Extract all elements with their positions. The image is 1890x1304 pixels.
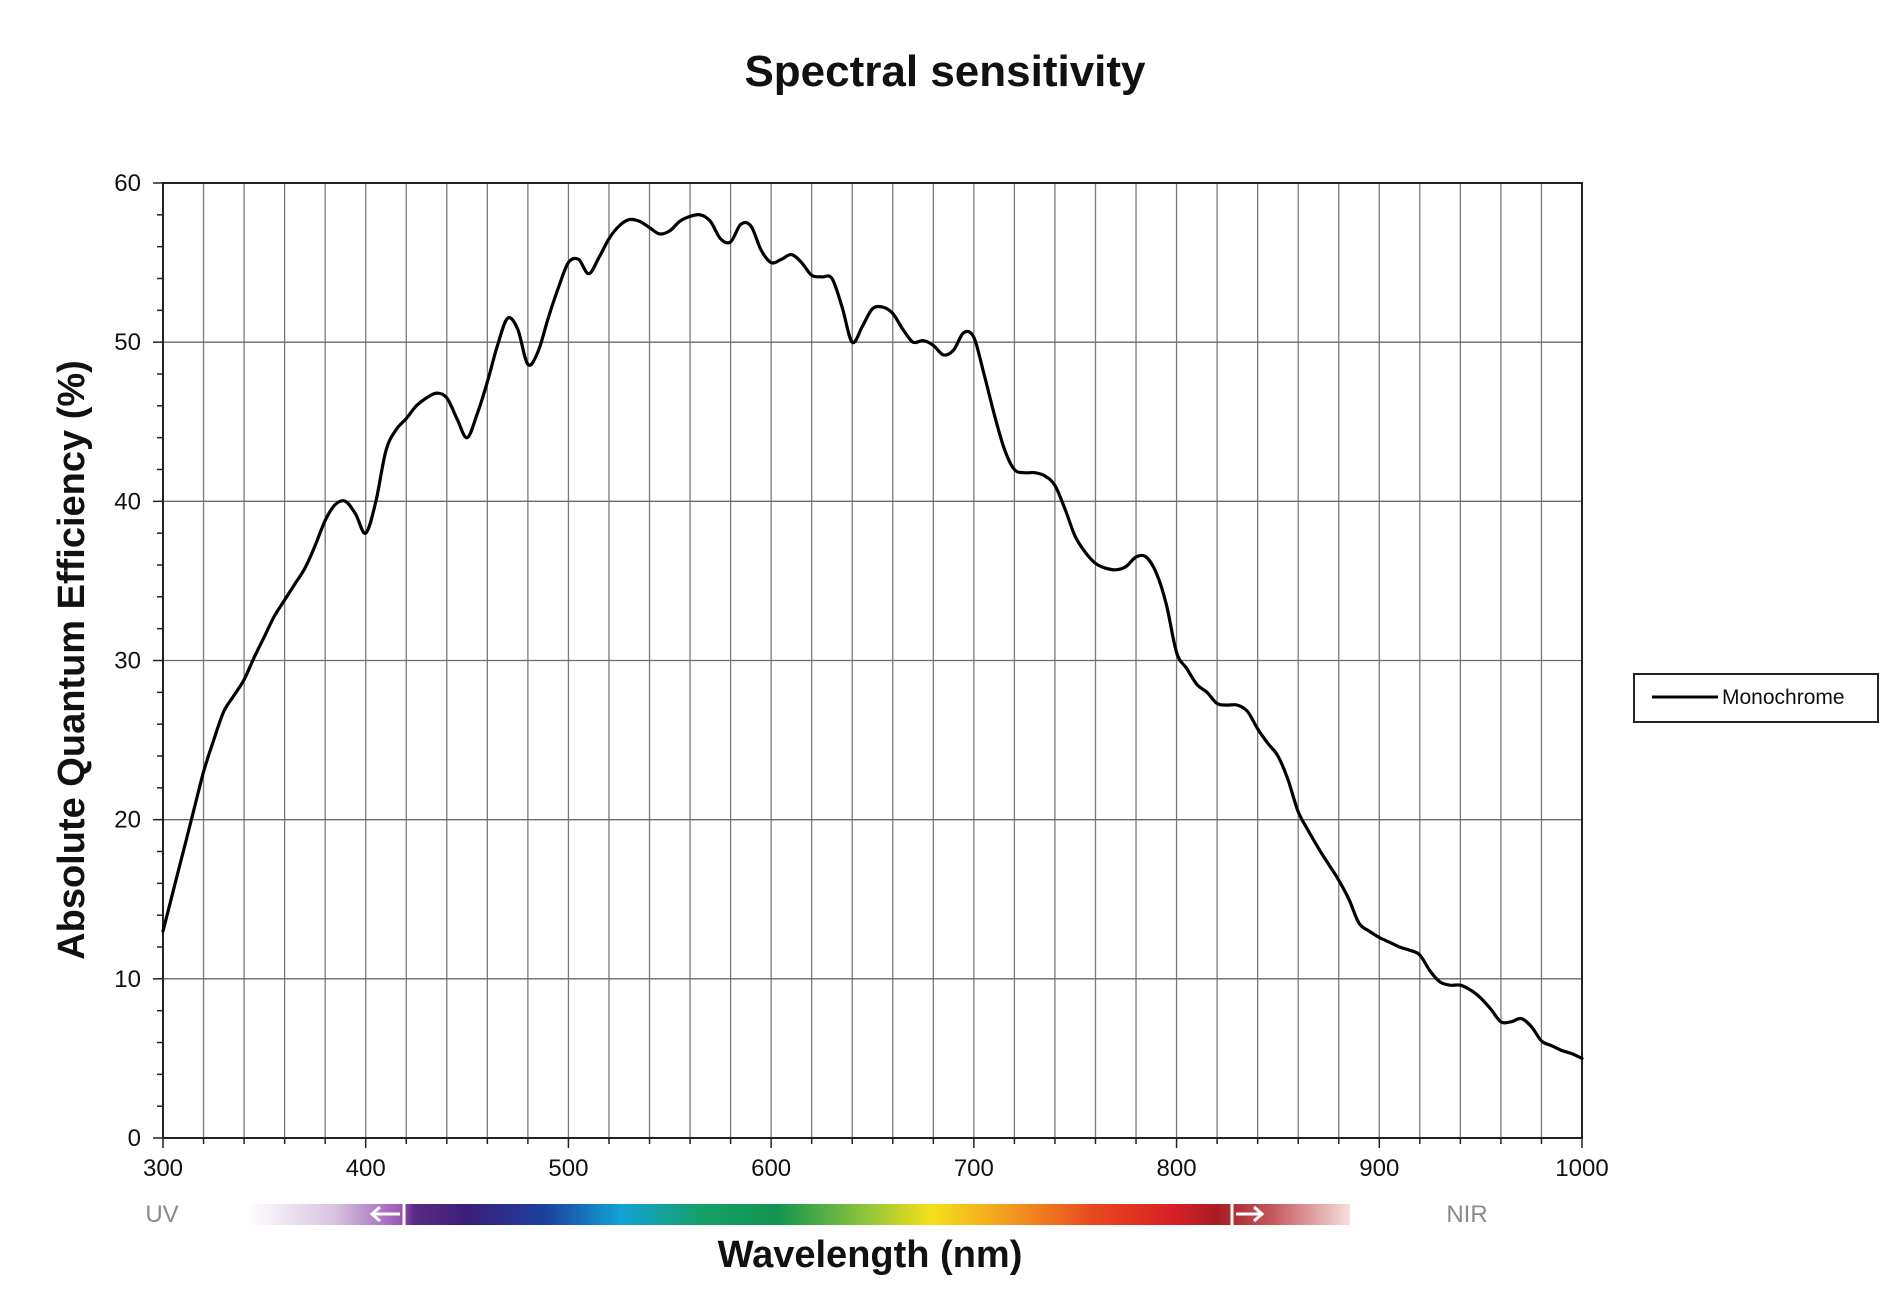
x-tick-label: 900 (1359, 1155, 1399, 1182)
x-tick-label: 500 (548, 1155, 588, 1182)
legend-label-monochrome: Monochrome (1722, 686, 1845, 709)
x-tick-label: 600 (751, 1155, 791, 1182)
y-axis-title: Absolute Quantum Efficiency (%) (51, 360, 93, 960)
x-tick-label: 400 (346, 1155, 386, 1182)
series-line-monochrome (161, 212, 1584, 1060)
legend: Monochrome (1633, 673, 1879, 723)
spectrum-bar (246, 1204, 1350, 1225)
y-tick-label: 60 (114, 170, 141, 197)
x-axis-title: Wavelength (nm) (718, 1234, 1023, 1276)
x-tick-label: 300 (143, 1155, 183, 1182)
x-tick-label: 700 (954, 1155, 994, 1182)
grid (163, 183, 1582, 1138)
right-arrow-icon (1236, 1205, 1265, 1223)
x-tick-label: 800 (1157, 1155, 1197, 1182)
plot-frame (162, 182, 1583, 1139)
y-tick-label: 10 (114, 966, 141, 993)
x-tick-labels: 300 400 500 600 700 800 900 1000 (143, 1155, 1609, 1182)
x-tick-label: 1000 (1555, 1155, 1608, 1182)
series-layer (161, 212, 1584, 1060)
uv-label: UV (145, 1201, 178, 1228)
y-tick-label: 30 (114, 648, 141, 675)
y-tick-label: 50 (114, 329, 141, 356)
left-arrow-icon (369, 1205, 400, 1223)
y-tick-label: 20 (114, 807, 141, 834)
y-tick-labels: 0 10 20 30 40 50 60 (114, 170, 141, 1152)
y-tick-label: 0 (128, 1125, 141, 1152)
chart-title: Spectral sensitivity (744, 47, 1146, 96)
y-tick-label: 40 (114, 488, 141, 515)
spectrum-gradient (246, 1204, 1350, 1225)
axis-ticks (153, 182, 1583, 1148)
nir-label: NIR (1446, 1201, 1487, 1228)
